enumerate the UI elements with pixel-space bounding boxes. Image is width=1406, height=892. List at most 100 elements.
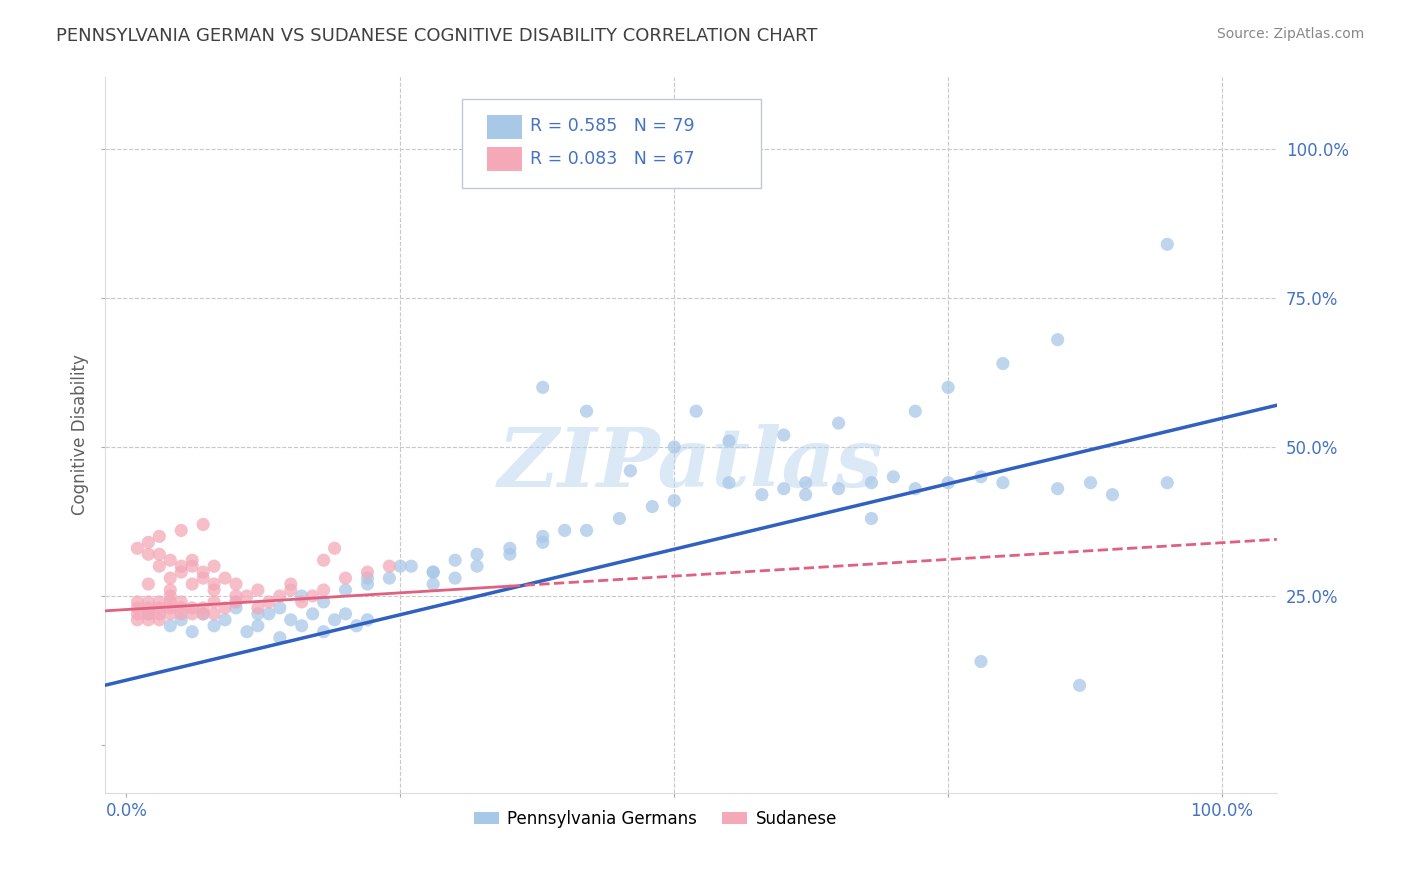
- Point: [664, 440, 686, 454]
- Point: [717, 475, 740, 490]
- Point: [225, 595, 247, 609]
- Point: [1156, 475, 1178, 490]
- Point: [159, 600, 181, 615]
- Point: [127, 600, 149, 615]
- Point: [882, 469, 904, 483]
- Point: [148, 595, 170, 609]
- Point: [181, 577, 204, 591]
- Point: [159, 607, 181, 621]
- Point: [225, 589, 247, 603]
- Point: [181, 553, 204, 567]
- Point: [312, 582, 335, 597]
- Point: [148, 607, 170, 621]
- Point: [401, 559, 423, 574]
- Point: [127, 607, 149, 621]
- Point: [827, 416, 849, 430]
- Point: [641, 500, 664, 514]
- Text: ZIPatlas: ZIPatlas: [498, 424, 883, 504]
- Point: [860, 475, 883, 490]
- Point: [312, 553, 335, 567]
- Point: [148, 559, 170, 574]
- Point: [159, 582, 181, 597]
- Point: [531, 535, 554, 549]
- Point: [301, 589, 323, 603]
- Point: [225, 577, 247, 591]
- Point: [499, 547, 522, 561]
- FancyBboxPatch shape: [463, 99, 761, 188]
- Point: [170, 607, 193, 621]
- Point: [148, 547, 170, 561]
- Point: [246, 619, 269, 633]
- FancyBboxPatch shape: [486, 147, 522, 171]
- Point: [236, 589, 259, 603]
- Point: [148, 529, 170, 543]
- Point: [214, 600, 236, 615]
- Point: [772, 428, 794, 442]
- Point: [202, 559, 225, 574]
- Point: [554, 524, 576, 538]
- Point: [1046, 482, 1069, 496]
- Point: [356, 565, 378, 579]
- Point: [356, 577, 378, 591]
- Point: [225, 595, 247, 609]
- Text: R = 0.585   N = 79: R = 0.585 N = 79: [530, 117, 695, 135]
- Point: [214, 571, 236, 585]
- Point: [181, 600, 204, 615]
- Point: [1156, 237, 1178, 252]
- Point: [356, 571, 378, 585]
- Point: [159, 571, 181, 585]
- Point: [246, 582, 269, 597]
- Point: [269, 600, 291, 615]
- Point: [202, 619, 225, 633]
- Point: [191, 571, 214, 585]
- Point: [465, 547, 488, 561]
- Point: [444, 553, 467, 567]
- Point: [159, 595, 181, 609]
- Point: [389, 559, 412, 574]
- Point: [936, 380, 959, 394]
- Point: [159, 553, 181, 567]
- Point: [257, 607, 280, 621]
- Point: [991, 357, 1014, 371]
- Text: Source: ZipAtlas.com: Source: ZipAtlas.com: [1216, 27, 1364, 41]
- Point: [138, 607, 160, 621]
- Point: [191, 607, 214, 621]
- Point: [280, 577, 302, 591]
- Point: [191, 600, 214, 615]
- Point: [202, 607, 225, 621]
- Point: [127, 613, 149, 627]
- Point: [202, 582, 225, 597]
- Point: [159, 589, 181, 603]
- Point: [257, 595, 280, 609]
- Point: [531, 380, 554, 394]
- Point: [138, 613, 160, 627]
- Point: [191, 565, 214, 579]
- Point: [148, 613, 170, 627]
- Point: [291, 589, 314, 603]
- Point: [301, 607, 323, 621]
- Point: [335, 582, 357, 597]
- FancyBboxPatch shape: [486, 115, 522, 139]
- Point: [202, 577, 225, 591]
- Point: [127, 595, 149, 609]
- Point: [236, 624, 259, 639]
- Point: [378, 571, 401, 585]
- Y-axis label: Cognitive Disability: Cognitive Disability: [72, 355, 89, 516]
- Point: [685, 404, 707, 418]
- Point: [246, 607, 269, 621]
- Point: [970, 655, 993, 669]
- Point: [717, 434, 740, 448]
- Legend: Pennsylvania Germans, Sudanese: Pennsylvania Germans, Sudanese: [467, 803, 844, 834]
- Point: [312, 624, 335, 639]
- Point: [269, 589, 291, 603]
- Point: [181, 607, 204, 621]
- Point: [619, 464, 641, 478]
- Point: [335, 607, 357, 621]
- Point: [138, 535, 160, 549]
- Point: [170, 613, 193, 627]
- Point: [936, 475, 959, 490]
- Point: [356, 613, 378, 627]
- Point: [291, 595, 314, 609]
- Point: [346, 619, 368, 633]
- Point: [794, 488, 817, 502]
